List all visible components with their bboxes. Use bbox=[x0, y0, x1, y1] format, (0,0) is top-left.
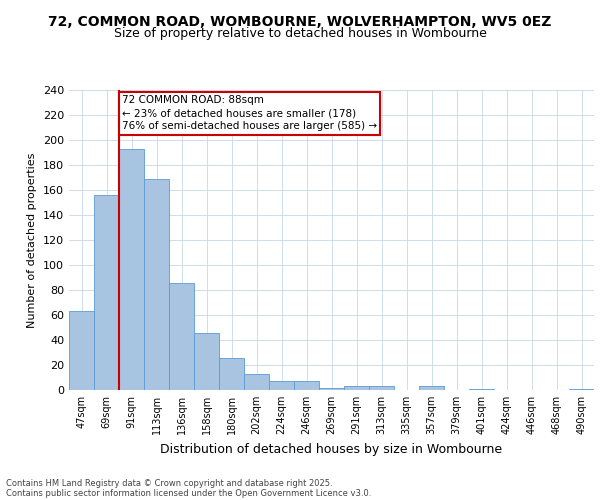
Bar bbox=[94, 195, 119, 390]
Bar bbox=[69, 311, 94, 390]
Text: Size of property relative to detached houses in Wombourne: Size of property relative to detached ho… bbox=[113, 28, 487, 40]
Bar bbox=[344, 386, 369, 390]
Bar bbox=[569, 389, 594, 390]
Bar bbox=[294, 381, 319, 390]
Bar bbox=[169, 282, 194, 390]
Text: 72 COMMON ROAD: 88sqm
← 23% of detached houses are smaller (178)
76% of semi-det: 72 COMMON ROAD: 88sqm ← 23% of detached … bbox=[122, 95, 377, 132]
Bar bbox=[119, 149, 144, 390]
X-axis label: Distribution of detached houses by size in Wombourne: Distribution of detached houses by size … bbox=[160, 442, 503, 456]
Bar bbox=[319, 388, 344, 390]
Bar bbox=[244, 374, 269, 390]
Bar bbox=[469, 389, 494, 390]
Bar bbox=[419, 386, 444, 390]
Bar bbox=[369, 386, 394, 390]
Text: Contains public sector information licensed under the Open Government Licence v3: Contains public sector information licen… bbox=[6, 488, 371, 498]
Y-axis label: Number of detached properties: Number of detached properties bbox=[28, 152, 37, 328]
Bar bbox=[194, 332, 219, 390]
Text: Contains HM Land Registry data © Crown copyright and database right 2025.: Contains HM Land Registry data © Crown c… bbox=[6, 478, 332, 488]
Bar bbox=[144, 179, 169, 390]
Bar bbox=[269, 381, 294, 390]
Text: 72, COMMON ROAD, WOMBOURNE, WOLVERHAMPTON, WV5 0EZ: 72, COMMON ROAD, WOMBOURNE, WOLVERHAMPTO… bbox=[49, 15, 551, 29]
Bar bbox=[219, 358, 244, 390]
